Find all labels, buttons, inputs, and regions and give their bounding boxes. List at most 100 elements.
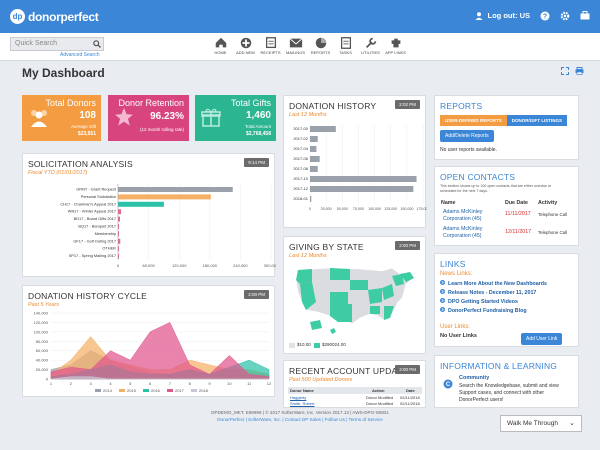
x-tick-label: 180,000 — [203, 263, 218, 268]
x-tick-label: 10 — [227, 381, 232, 386]
arrow-circle-icon — [440, 298, 445, 305]
nav-item-home[interactable]: HOME — [209, 36, 232, 55]
total-donors-tile[interactable]: Total Donors 108 Average Gift $23,651 — [22, 95, 101, 141]
arrow-circle-icon — [440, 280, 445, 287]
tab-donor-gift-listings[interactable]: DONOR/GIFT LISTINGS — [506, 115, 568, 126]
walk-me-through-button[interactable]: Walk Me Through ⌄ — [500, 415, 582, 432]
solicitation-title: SOLICITATION ANALYSIS — [28, 159, 133, 169]
news-link[interactable]: DonorPerfect Fundraising Blog — [440, 306, 578, 315]
bar — [310, 136, 318, 142]
utilities-icon — [363, 36, 379, 50]
y-tick-label: 140,000 — [34, 311, 49, 316]
app-links-icon — [388, 36, 404, 50]
community-desc-1: Search the Knowledgebase, submit and vie… — [459, 383, 559, 389]
app-logo[interactable]: dp donorperfect — [10, 8, 99, 25]
x-tick-label: 300,000 — [264, 263, 276, 268]
solicitation-chart: 0 60,000 120,000 180,000 240,000 300,000 GRNT … — [60, 184, 276, 268]
contact-activity: Telephone Call — [538, 212, 568, 217]
x-tick-label: 1 — [50, 381, 53, 386]
open-contacts-panel: OPEN CONTACTS This section shows up to 1… — [434, 166, 579, 246]
x-tick-label: 4 — [109, 381, 112, 386]
help-icon[interactable]: ? — [539, 10, 550, 21]
top-bar: dp donorperfect Log out: US ? — [0, 0, 600, 33]
advanced-search-link[interactable]: Advanced Search — [60, 52, 100, 58]
x-tick-label: 7 — [169, 381, 172, 386]
gift-icon — [201, 107, 221, 132]
expand-icon[interactable] — [561, 62, 569, 80]
nav-item-utilities[interactable]: UTILITIES — [359, 36, 382, 55]
svg-text:C: C — [446, 382, 451, 388]
news-link[interactable]: DPO Getting Started Videos — [440, 297, 578, 306]
contact-name-link[interactable]: Adams McKinley — [443, 226, 483, 232]
community-link[interactable]: Community — [459, 375, 490, 381]
category-label: Personal Solicitation — [81, 194, 116, 199]
cycle-title: DONATION HISTORY CYCLE — [28, 291, 148, 301]
logout-link[interactable]: Log out: US — [487, 11, 531, 20]
table-row[interactable]: Smith, Robert Donor Modified 02/11/2018 — [288, 401, 422, 407]
home-icon — [213, 36, 229, 50]
nav-item-label: ADD NEW — [236, 50, 255, 55]
table-row[interactable]: Haggerty Donor Modified 02/11/2018 — [288, 395, 422, 401]
category-label: 2017-06 — [293, 156, 308, 161]
page-tools — [561, 62, 584, 80]
y-tick-label: 100,000 — [34, 329, 49, 334]
x-tick-label: 2 — [70, 381, 73, 386]
donor-name-link[interactable]: Smith, Robert — [290, 401, 315, 406]
briefcase-icon[interactable] — [579, 10, 590, 21]
footer-line-1: DPDEMO_MKT, E99999 | © 2017 SofterWare, … — [211, 410, 389, 415]
contact-name-link[interactable]: Adams McKinley — [443, 209, 483, 215]
learning-panel: INFORMATION & LEARNING C Community Searc… — [434, 355, 579, 408]
search-icon[interactable] — [93, 40, 101, 50]
total-gifts-tile[interactable]: Total Gifts 1,460 Total Amount $2,768,45… — [195, 95, 276, 141]
category-label: BD17 - Board Gifts 2017 — [74, 216, 116, 221]
donor-name-link[interactable]: Haggerty — [290, 395, 307, 400]
page-title: My Dashboard — [22, 66, 105, 80]
print-icon[interactable] — [575, 62, 584, 80]
row-action: Donor Modified — [366, 401, 394, 406]
donor-retention-tile[interactable]: Donor Retention 96.23% (12 month rolling… — [108, 95, 189, 141]
nav-item-mailings[interactable]: MAILINGS — [284, 36, 307, 55]
nav-item-receipts[interactable]: RECEIPTS — [259, 36, 282, 55]
x-tick-label: 5 — [129, 381, 132, 386]
nav-item-tasks[interactable]: TASKS — [334, 36, 357, 55]
col-name: Name — [441, 200, 456, 206]
news-link[interactable]: Learn More About the New Dashboards — [440, 279, 578, 288]
bar — [118, 224, 120, 229]
contact-name-link-2[interactable]: Corporation (45) — [443, 233, 482, 239]
quick-search-input[interactable]: Quick Search — [10, 37, 104, 51]
news-link[interactable]: Release Notes - December 11, 2017 — [440, 288, 578, 297]
nav-item-label: UTILITIES — [361, 50, 380, 55]
legend-label: 2018 — [199, 388, 209, 393]
tab-user-defined-reports[interactable]: USER-DEFINED REPORTS — [440, 115, 507, 126]
gear-icon[interactable] — [559, 10, 570, 21]
bar — [118, 201, 164, 207]
bar — [118, 253, 119, 259]
x-tick-label: 75,000 — [353, 207, 364, 211]
add-delete-reports-button[interactable]: Add/Delete Reports — [440, 130, 494, 142]
contact-name-link-2[interactable]: Corporation (45) — [443, 216, 482, 222]
giving-by-state-subtitle: Last 12 Months — [289, 253, 327, 259]
y-tick-label: 80,000 — [36, 339, 49, 344]
add-user-link-button[interactable]: Add User Link — [521, 333, 563, 345]
total-gifts-label: Total Gifts — [230, 98, 271, 108]
open-contacts-desc-2: scheduled for the next 7 days. — [440, 189, 488, 193]
cycle-timestamp: 2:00 PM — [244, 290, 269, 299]
links-title: LINKS — [440, 259, 466, 269]
footer: DPDEMO_MKT, E99999 | © 2017 SofterWare, … — [0, 410, 600, 422]
nav-item-label: REPORTS — [310, 50, 331, 55]
reports-icon — [313, 36, 329, 50]
community-desc-3: DonorPerfect users! — [459, 397, 504, 403]
category-label: GRNT - Grant Request — [76, 187, 117, 192]
mailings-icon — [288, 36, 304, 50]
donation-history-panel: DONATION HISTORY Last 12 Months 2:02 PM … — [283, 95, 427, 228]
col-date: Date — [406, 388, 415, 393]
row-action: Donor Modified — [366, 395, 394, 400]
nav-item-app-links[interactable]: APP LINKS — [384, 36, 407, 55]
category-label: CH17 - Chairman's Appeal 2017 — [60, 201, 116, 206]
nav-item-add-new[interactable]: ADD NEW — [234, 36, 257, 55]
solicitation-analysis-panel: SOLICITATION ANALYSIS Fiscal YTD (01/01/… — [22, 153, 276, 277]
average-gift-label: Average Gift — [71, 124, 96, 129]
footer-line-2: DonorPerfect | SofterWare, Inc. | Contac… — [217, 417, 383, 422]
legend-swatch — [143, 389, 149, 392]
nav-item-reports[interactable]: REPORTS — [309, 36, 332, 55]
